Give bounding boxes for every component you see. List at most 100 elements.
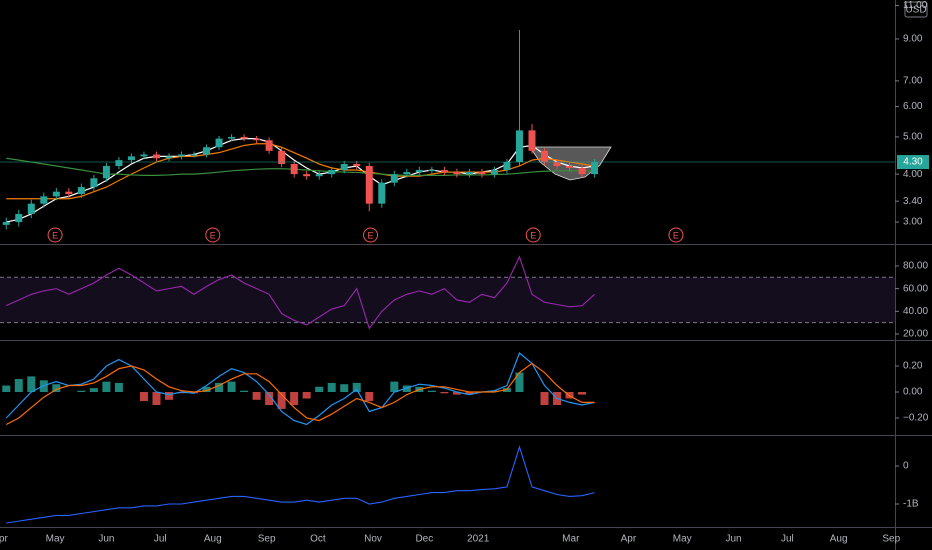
candle-body xyxy=(77,187,85,195)
earnings-marker xyxy=(668,227,684,243)
candle-body xyxy=(528,130,536,151)
y-tick-label: 6.00 xyxy=(903,101,923,112)
candle-body xyxy=(478,172,486,175)
earnings-marker xyxy=(47,227,63,243)
y-tick-label: 3.00 xyxy=(903,217,923,228)
histogram-bar xyxy=(114,382,123,393)
histogram-bar xyxy=(252,392,261,400)
histogram-bar xyxy=(265,392,274,405)
histogram-bar xyxy=(202,386,211,393)
histogram-bar xyxy=(490,390,499,393)
x-tick-label: Jun xyxy=(725,534,741,545)
earnings-label: E xyxy=(530,230,536,240)
x-tick-label: May xyxy=(673,534,692,545)
x-tick-label: May xyxy=(46,534,65,545)
candle-body xyxy=(340,164,348,170)
histogram-bar xyxy=(52,384,61,393)
earnings-label: E xyxy=(368,230,374,240)
histogram-bar xyxy=(340,384,349,393)
y-tick-label: -1B xyxy=(903,499,919,510)
candle-body xyxy=(591,162,599,175)
cup-pattern xyxy=(529,146,612,181)
candle-body xyxy=(178,154,186,157)
histogram-bar xyxy=(89,388,98,393)
histogram-bar xyxy=(77,390,86,393)
histogram-bar xyxy=(277,392,286,409)
band-fill xyxy=(0,277,895,323)
earnings-marker xyxy=(525,227,541,243)
candle-body xyxy=(115,160,123,166)
candle-body xyxy=(215,138,223,148)
histogram-bar xyxy=(27,376,36,393)
histogram-bar xyxy=(227,381,236,393)
x-tick-label: Apr xyxy=(621,534,637,545)
candle-body xyxy=(440,169,448,173)
histogram-bar xyxy=(177,392,186,394)
candle-body xyxy=(253,138,261,141)
histogram-bar xyxy=(14,379,23,393)
candle-body xyxy=(415,169,423,173)
x-tick-label: Mar xyxy=(562,534,580,545)
candle-body xyxy=(303,174,311,177)
candle-body xyxy=(190,154,198,156)
x-tick-label: Nov xyxy=(364,534,382,545)
candle-body xyxy=(403,172,411,175)
candle-body xyxy=(102,165,110,179)
candle-body xyxy=(2,222,10,225)
histogram-bar xyxy=(327,382,336,393)
candle-body xyxy=(515,130,523,163)
candle-body xyxy=(278,150,286,165)
histogram-bar xyxy=(240,390,249,393)
candle-body xyxy=(328,169,336,175)
candle-body xyxy=(165,156,173,159)
histogram-bar xyxy=(302,392,311,399)
x-tick-label: Jul xyxy=(781,534,794,545)
histogram-bar xyxy=(2,385,11,393)
candle-body xyxy=(353,164,361,166)
candle-body xyxy=(240,136,248,139)
candle-body xyxy=(152,154,160,159)
histogram-bar xyxy=(465,392,474,395)
x-tick-label: Apr xyxy=(0,534,8,545)
earnings-label: E xyxy=(210,230,216,240)
x-tick-label: Dec xyxy=(415,534,433,545)
histogram-bar xyxy=(290,392,299,405)
last-price-box xyxy=(897,155,929,170)
y-tick-label: 40.00 xyxy=(903,306,928,317)
currency-box xyxy=(904,1,928,18)
histogram-bar xyxy=(365,392,374,402)
candle-body xyxy=(65,191,73,195)
candle-body xyxy=(228,136,236,139)
y-tick-label: 9.00 xyxy=(903,34,923,45)
histogram-bar xyxy=(440,392,449,394)
x-tick-label: Aug xyxy=(204,534,222,545)
histogram-bar xyxy=(502,388,511,393)
histogram-bar xyxy=(102,381,111,393)
histogram-bar xyxy=(578,392,587,395)
indicator-line xyxy=(5,352,595,426)
currency: USD xyxy=(905,5,926,16)
candle-body xyxy=(503,162,511,170)
candle-body xyxy=(40,196,48,204)
histogram-bar xyxy=(315,386,324,393)
candle-body xyxy=(365,165,373,204)
candle-body xyxy=(90,178,98,188)
y-tick-label: 11.00 xyxy=(903,0,928,11)
earnings-marker xyxy=(205,227,221,243)
earnings-label: E xyxy=(673,230,679,240)
y-tick-label: 7.00 xyxy=(903,75,923,86)
earnings-marker xyxy=(363,227,379,243)
histogram-bar xyxy=(402,385,411,393)
y-tick-label: 5.00 xyxy=(903,132,923,143)
x-tick-label: Jul xyxy=(154,534,167,545)
histogram-bar xyxy=(139,392,148,402)
histogram-bar xyxy=(352,382,361,393)
x-tick-label: Sep xyxy=(258,534,276,545)
candle-body xyxy=(203,147,211,155)
histogram-bar xyxy=(164,392,173,400)
x-tick-label: Aug xyxy=(830,534,848,545)
histogram-bar xyxy=(215,382,224,393)
candle-body xyxy=(52,191,60,197)
